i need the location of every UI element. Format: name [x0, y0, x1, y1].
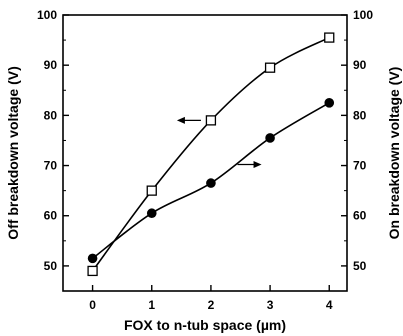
y-axis-left-title: Off breakdown voltage (V): [5, 66, 21, 239]
x-axis-title: FOX to n-tub space (µm): [124, 317, 286, 333]
plot-frame: [62, 14, 348, 292]
left-arrow-head: [176, 116, 185, 124]
y-left-tick-label: 90: [44, 58, 58, 72]
x-tick-label: 2: [208, 298, 215, 312]
y-left-tick-label: 50: [44, 259, 58, 273]
y-axis-right-title: On breakdown voltage (V): [386, 67, 402, 240]
series-arrows: [176, 116, 262, 169]
open-square-marker: [87, 265, 98, 277]
open-square-marker: [146, 185, 157, 196]
axis-ticks: 0 1 2 3 4 50 50 60 60 70 70 80 80 90 90 100 100: [37, 8, 373, 312]
y-right-tick-label: 70: [353, 159, 367, 173]
filled-circle-marker: [265, 133, 275, 143]
series-markers: [87, 32, 335, 277]
filled-circle-marker: [146, 208, 157, 219]
series-curves: [91, 36, 330, 272]
series-0-line: [91, 36, 330, 272]
y-left-tick-label: 60: [44, 209, 58, 223]
y-right-tick-label: 90: [353, 58, 367, 72]
y-right-tick-label: 60: [353, 209, 367, 223]
x-tick-label: 1: [148, 298, 155, 312]
open-square-marker: [324, 32, 335, 43]
x-tick-label: 3: [267, 298, 274, 312]
y-left-tick-label: 100: [37, 8, 57, 22]
filled-circle-marker: [206, 178, 216, 188]
y-right-tick-label: 50: [353, 259, 367, 273]
y-right-tick-label: 80: [353, 108, 367, 122]
y-left-tick-label: 70: [44, 159, 58, 173]
right-arrow-head: [253, 161, 262, 169]
open-square-marker: [205, 115, 217, 126]
filled-circle-marker: [87, 253, 98, 264]
y-right-tick-label: 100: [353, 8, 373, 22]
open-square-marker: [264, 62, 276, 73]
filled-circle-marker: [324, 98, 335, 108]
x-tick-label: 4: [326, 298, 333, 312]
x-tick-label: 0: [89, 298, 96, 312]
y-left-tick-label: 80: [44, 108, 58, 122]
